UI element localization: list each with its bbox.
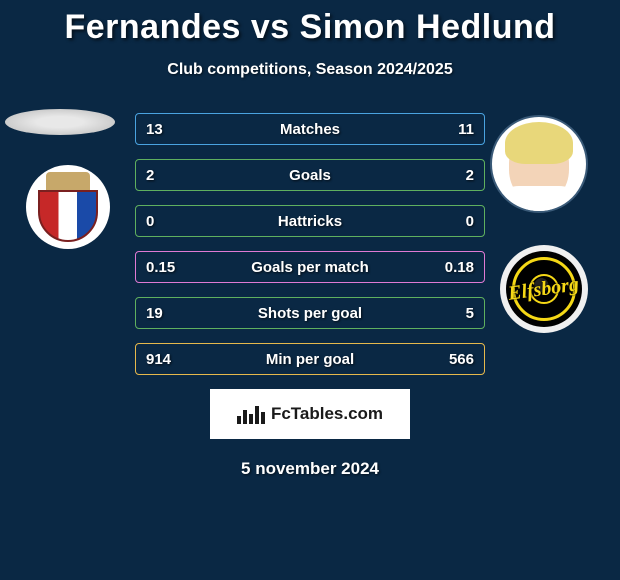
stat-rows: 13Matches11 2Goals2 0Hattricks0 0.15Goals p… (135, 109, 485, 375)
stat-row: 13Matches11 (135, 113, 485, 145)
stat-label: Matches (136, 121, 484, 138)
brand-text: FcTables.com (271, 404, 383, 424)
stat-label: Hattricks (136, 213, 484, 230)
stat-label: Goals (136, 167, 484, 184)
page-title: Fernandes vs Simon Hedlund (0, 0, 620, 47)
comparison-stage: Elfsborg 13Matches11 2Goals2 0Hattricks0 0.… (0, 109, 620, 375)
stat-row: 2Goals2 (135, 159, 485, 191)
club-right-crest: Elfsborg (500, 245, 588, 333)
player-head-icon (509, 132, 569, 204)
title-player-right: Simon Hedlund (300, 8, 556, 46)
stat-row: 19Shots per goal5 (135, 297, 485, 329)
stat-label: Goals per match (136, 259, 484, 276)
braga-crest-icon (38, 172, 98, 242)
subtitle: Club competitions, Season 2024/2025 (0, 61, 620, 79)
elfsborg-crest-icon: Elfsborg (506, 251, 582, 327)
player-right-avatar (490, 115, 588, 213)
brand-box: FcTables.com (210, 389, 410, 439)
title-player-left: Fernandes (64, 8, 240, 46)
player-left-avatar-placeholder (5, 109, 115, 135)
stat-label: Min per goal (136, 351, 484, 368)
stat-row: 914Min per goal566 (135, 343, 485, 375)
fctables-logo-icon (237, 404, 265, 424)
title-vs: vs (251, 8, 290, 46)
club-left-crest (26, 165, 110, 249)
stat-label: Shots per goal (136, 305, 484, 322)
stat-row: 0.15Goals per match0.18 (135, 251, 485, 283)
footer-date: 5 november 2024 (0, 459, 620, 479)
stat-row: 0Hattricks0 (135, 205, 485, 237)
